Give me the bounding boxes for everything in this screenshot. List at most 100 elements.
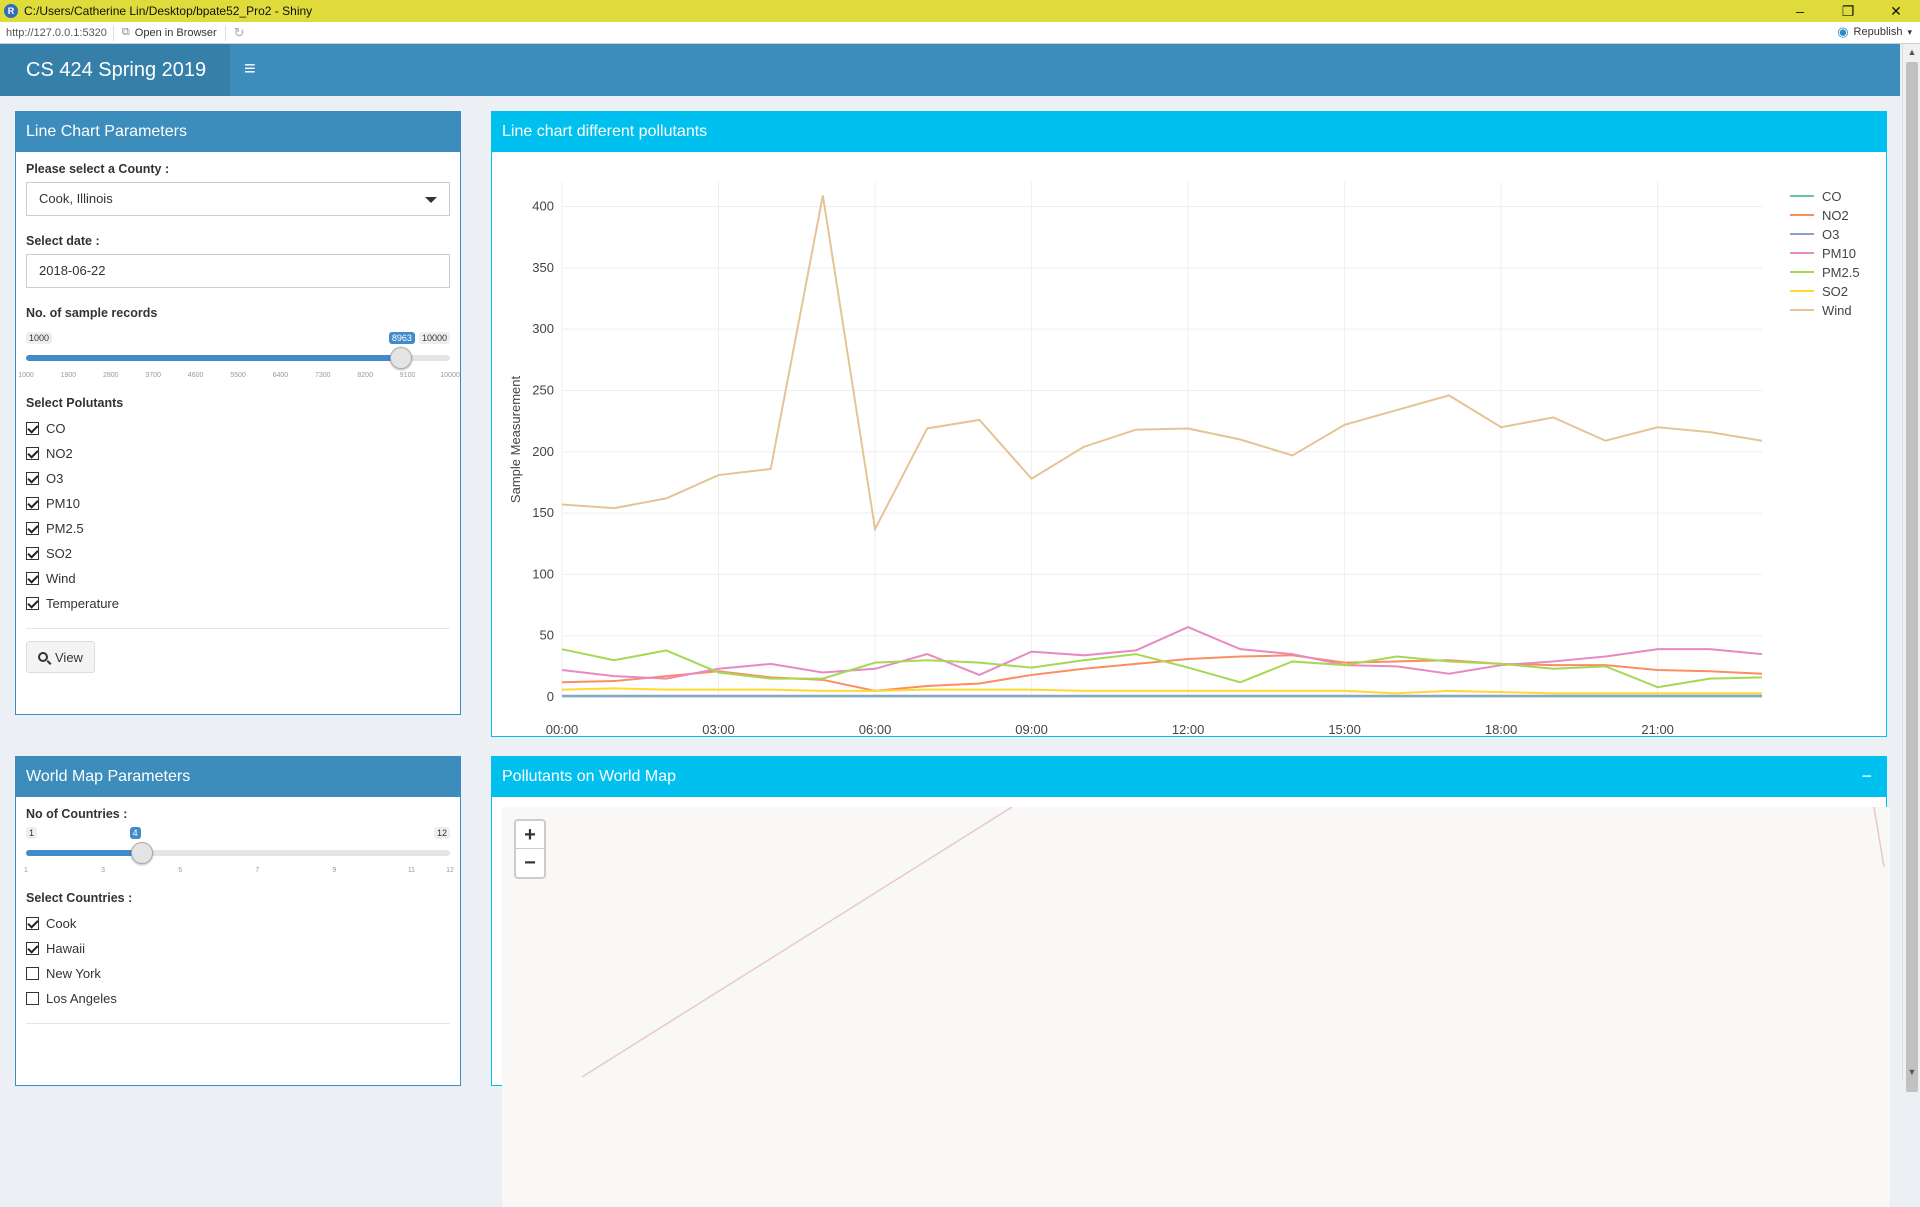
legend-label[interactable]: PM10 — [1822, 246, 1856, 261]
browser-icon: ⧉ — [121, 26, 130, 38]
countries-slider-fill — [26, 850, 142, 856]
legend-label[interactable]: CO — [1822, 189, 1842, 204]
map-zoom-control: + − — [514, 819, 546, 879]
checkbox-unchecked-icon[interactable] — [26, 992, 39, 1005]
world-map-title-text: Pollutants on World Map — [502, 768, 677, 785]
checkbox-unchecked-icon[interactable] — [26, 967, 39, 980]
divider — [26, 628, 450, 629]
records-slider-value: 8963 — [388, 332, 415, 344]
refresh-icon[interactable]: ↻ — [233, 24, 245, 40]
sidebar-toggle-icon[interactable]: ≡ — [244, 58, 256, 80]
y-axis-label: Sample Measurement — [508, 376, 523, 504]
x-tick-label: 15:00 — [1328, 722, 1361, 736]
y-tick-label: 400 — [532, 199, 554, 214]
checkbox-checked-icon[interactable] — [26, 942, 39, 955]
series-line-pm25[interactable] — [561, 648, 1763, 689]
restore-icon[interactable]: ❐ — [1841, 3, 1855, 19]
viewer-toolbar: http://127.0.0.1:5320 ⧉ Open in Browser … — [0, 22, 1920, 44]
checkbox-row[interactable]: NO2 — [26, 441, 450, 466]
line-chart-box: Line chart different pollutants 0 50 100 15… — [491, 111, 1887, 737]
countries-slider-handle[interactable] — [130, 842, 153, 864]
series-line-wind[interactable] — [561, 195, 1763, 533]
window-title: C:/Users/Catherine Lin/Desktop/bpate52_P… — [24, 4, 313, 18]
checkbox-row[interactable]: Cook — [26, 911, 450, 936]
y-tick-label: 150 — [532, 505, 554, 520]
checkbox-row[interactable]: O3 — [26, 466, 450, 491]
legend-label[interactable]: Wind — [1822, 303, 1852, 318]
page-scrollbar[interactable]: ▲ ▼ — [1902, 44, 1920, 1092]
slider-tick-label: 8200 — [357, 372, 373, 379]
slider-tick-label: 12 — [446, 867, 454, 874]
checkbox-checked-icon[interactable] — [26, 422, 39, 435]
collapse-icon[interactable]: − — [1861, 766, 1872, 786]
chevron-down-icon: ▾ — [1907, 26, 1912, 37]
checkbox-checked-icon[interactable] — [26, 597, 39, 610]
window-title-bar: R C:/Users/Catherine Lin/Desktop/bpate52… — [0, 0, 1920, 22]
view-button[interactable]: View — [26, 641, 95, 673]
scroll-down-icon[interactable]: ▼ — [1907, 1067, 1917, 1077]
checkbox-row[interactable]: Los Angeles — [26, 986, 450, 1011]
x-tick-label: 03:00 — [702, 722, 735, 736]
checkbox-row[interactable]: SO2 — [26, 541, 450, 566]
countries-slider-track[interactable] — [26, 850, 450, 856]
checkbox-row[interactable]: PM10 — [26, 491, 450, 516]
checkbox-row[interactable]: Temperature — [26, 591, 450, 616]
scroll-up-icon[interactable]: ▲ — [1907, 47, 1917, 57]
legend-label[interactable]: PM2.5 — [1822, 265, 1860, 280]
select-countries-label: Select Countries : — [26, 891, 133, 905]
countries-count-label: No of Countries : — [26, 807, 128, 821]
slider-tick-label: 9100 — [399, 372, 416, 379]
checkbox-row[interactable]: Wind — [26, 566, 450, 591]
world-map[interactable] — [502, 807, 1890, 1207]
line-chart-params-box: Line Chart Parameters Please select a Co… — [15, 111, 461, 715]
app-header: CS 424 Spring 2019 ≡ — [0, 44, 1900, 96]
date-input[interactable]: 2018-06-22 — [26, 254, 450, 288]
zoom-out-button[interactable]: − — [524, 852, 536, 874]
legend-label[interactable]: O3 — [1822, 227, 1839, 242]
checkbox-checked-icon[interactable] — [26, 522, 39, 535]
window-controls: – ❐ ✕ — [1776, 0, 1920, 22]
countries-slider[interactable]: 1 12 4 1 3 5 7 9 11 12 — [24, 821, 454, 877]
checkbox-row[interactable]: CO — [26, 416, 450, 441]
app-logo-title[interactable]: CS 424 Spring 2019 — [0, 44, 230, 96]
checkbox-checked-icon[interactable] — [26, 447, 39, 460]
countries-slider-ticks: 1 3 5 7 9 11 12 — [24, 867, 454, 877]
county-select[interactable]: Cook, Illinois — [26, 182, 450, 216]
x-tick-label: 06:00 — [859, 722, 892, 736]
republish-button[interactable]: ◉ Republish ▾ — [1837, 24, 1912, 40]
legend-label[interactable]: SO2 — [1822, 284, 1848, 299]
y-tick-label: 0 — [547, 689, 554, 704]
checkbox-checked-icon[interactable] — [26, 497, 39, 510]
slider-tick-label: 2800 — [103, 372, 119, 379]
records-slider[interactable]: 1000 10000 8963 1000 1900 2800 3700 4600 5500… — [18, 326, 460, 382]
minimize-icon[interactable]: – — [1796, 3, 1804, 19]
records-slider-handle[interactable] — [389, 347, 412, 369]
slider-tick-label: 7300 — [315, 372, 331, 379]
x-tick-label: 21:00 — [1641, 722, 1674, 736]
checkbox-checked-icon[interactable] — [26, 917, 39, 930]
checkbox-label: PM2.5 — [46, 521, 84, 536]
date-label: Select date : — [26, 234, 100, 248]
republish-label: Republish — [1853, 26, 1903, 38]
checkbox-checked-icon[interactable] — [26, 547, 39, 560]
slider-tick-label: 1 — [24, 867, 28, 874]
checkbox-checked-icon[interactable] — [26, 572, 39, 585]
countries-slider-value: 4 — [129, 827, 141, 839]
checkbox-checked-icon[interactable] — [26, 472, 39, 485]
slider-tick-label: 1000 — [18, 372, 34, 379]
zoom-in-button[interactable]: + — [516, 821, 544, 849]
x-tick-label: 18:00 — [1485, 722, 1518, 736]
y-tick-label: 350 — [532, 260, 554, 275]
close-icon[interactable]: ✕ — [1890, 3, 1902, 19]
scrollbar-thumb[interactable] — [1906, 62, 1918, 1092]
slider-tick-label: 1900 — [60, 372, 77, 379]
records-slider-max: 10000 — [418, 332, 450, 344]
legend-label[interactable]: NO2 — [1822, 208, 1849, 223]
series-line-so2[interactable] — [561, 687, 1762, 695]
checkbox-row[interactable]: PM2.5 — [26, 516, 450, 541]
open-in-browser-button[interactable]: ⧉ Open in Browser — [114, 24, 226, 41]
checkbox-row[interactable]: New York — [26, 961, 450, 986]
series-line-pm10[interactable] — [561, 626, 1763, 680]
x-tick-label: 12:00 — [1172, 722, 1205, 736]
checkbox-row[interactable]: Hawaii — [26, 936, 450, 961]
